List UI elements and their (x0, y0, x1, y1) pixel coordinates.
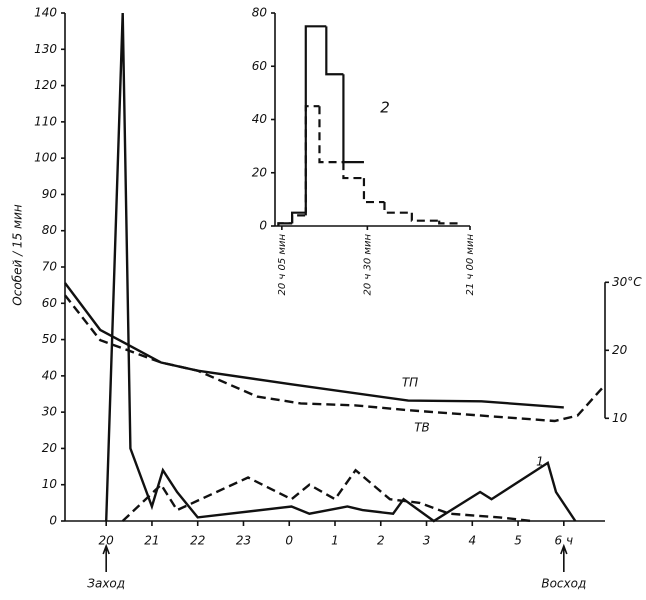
y-tick-label: 100 (34, 151, 57, 165)
x-tick-label: 6 ч (555, 534, 574, 548)
x-tick-label: 5 (514, 534, 522, 548)
y-tick-label: 0 (49, 514, 57, 528)
x-tick-label: 3 (423, 534, 431, 548)
y-tick-label: 130 (34, 42, 57, 56)
histogram-bin (318, 106, 344, 164)
series-label: 1 (536, 455, 544, 469)
inset-y-tick-label: 40 (252, 112, 268, 126)
y-tick-label: 30 (42, 405, 58, 419)
histogram-bin (410, 212, 440, 222)
x-tick-label: 23 (236, 534, 251, 548)
y2-tick-label: 10 (612, 411, 628, 425)
arrow (102, 543, 110, 572)
series-label: ТП (402, 376, 418, 390)
x-tick-label: 4 (468, 534, 476, 548)
inset-x-tick-label: 20 ч 30 мин (362, 234, 373, 296)
histogram-bin (277, 222, 293, 226)
y-tick-label: 120 (34, 78, 57, 92)
histogram-bin (325, 26, 344, 76)
y2-tick-label: 30°C (612, 275, 642, 289)
histogram-bin (304, 25, 327, 213)
histogram-bin (438, 220, 461, 226)
histogram-bin (383, 202, 412, 214)
data-line (64, 282, 564, 409)
y-tick-label: 50 (42, 332, 58, 346)
y-tick-label: 80 (42, 223, 58, 237)
x-tick-label: 2 (377, 534, 385, 548)
y-tick-label: 70 (42, 260, 58, 274)
inset-x-tick-label: 21 ч 00 мин (465, 234, 476, 296)
histogram-bin (291, 214, 306, 224)
data-line (121, 468, 532, 523)
histogram-bin (362, 178, 385, 204)
inset-y-tick-label: 0 (259, 219, 267, 233)
annotation: 2 (380, 99, 390, 117)
inset-x-tick-label: 20 ч 05 мин (277, 234, 288, 296)
inset-y-tick-label: 20 (252, 165, 268, 179)
x-tick-label: 22 (190, 534, 205, 548)
y-tick-label: 20 (42, 441, 58, 455)
y-tick-label: 60 (42, 296, 58, 310)
annotation: Заход (87, 577, 125, 591)
histogram-bin (342, 162, 364, 180)
y-tick-label: 140 (34, 6, 57, 20)
inset-y-tick-label: 80 (252, 6, 268, 20)
inset-y-tick-label: 60 (252, 59, 268, 73)
series-label: ТВ (414, 421, 430, 435)
data-line (64, 294, 606, 423)
y-axis-label: Особей / 15 мин (11, 204, 25, 306)
histogram-bin (342, 74, 364, 164)
x-tick-label: 20 (99, 534, 115, 548)
x-tick-label: 21 (144, 534, 159, 548)
arrow (560, 543, 568, 572)
y-tick-label: 90 (42, 187, 58, 201)
y-tick-label: 10 (42, 477, 58, 491)
histogram-bin (304, 105, 320, 216)
data-line (105, 12, 577, 523)
x-tick-label: 0 (285, 534, 293, 548)
x-tick-label: 1 (331, 534, 339, 548)
annotation: Восход (541, 577, 586, 591)
y-tick-label: 110 (34, 114, 57, 128)
y2-tick-label: 20 (612, 343, 628, 357)
y-tick-label: 40 (42, 368, 58, 382)
